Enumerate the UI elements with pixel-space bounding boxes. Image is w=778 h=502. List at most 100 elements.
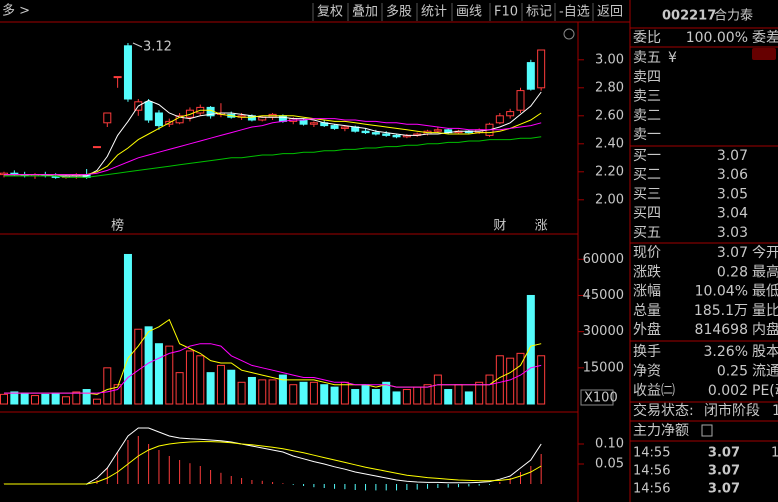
- candle-body: [371, 132, 380, 135]
- tick-price: 3.07: [708, 482, 740, 497]
- toolbar-button[interactable]: 复权: [317, 4, 343, 20]
- quote-label: 买二: [633, 167, 661, 183]
- quote-label: 现价: [633, 245, 661, 261]
- quote-label: 卖一: [633, 127, 661, 143]
- y-tick-label: 15000: [583, 360, 624, 375]
- candle-body: [330, 125, 339, 129]
- event-marker[interactable]: 涨: [535, 219, 548, 234]
- volume-bar: [320, 384, 329, 405]
- toolbar-button[interactable]: 叠加: [352, 5, 378, 20]
- event-marker[interactable]: 榜: [111, 218, 124, 234]
- quote-label: 涨跌: [633, 264, 661, 280]
- y-tick-label: 2.60: [595, 108, 624, 123]
- candle-body: [361, 130, 370, 134]
- tick-time: 14:55: [633, 446, 670, 461]
- volume-bar: [454, 384, 463, 405]
- volume-bar: [433, 374, 442, 405]
- candle-body: [299, 119, 308, 125]
- candle-body: [154, 112, 163, 127]
- flow-icon[interactable]: [701, 424, 713, 437]
- candle-body: [113, 76, 122, 79]
- event-marker[interactable]: 财: [493, 219, 506, 234]
- y-tick-label: 3.00: [595, 52, 624, 67]
- volume-bar: [51, 392, 60, 405]
- quote-label: 买一: [633, 148, 661, 164]
- toolbar-button[interactable]: 返回: [597, 5, 623, 20]
- volume-bar: [92, 398, 101, 405]
- quote-value: 3.05: [717, 186, 748, 202]
- candle-body: [537, 49, 546, 89]
- volume-bar: [299, 381, 308, 405]
- candle-body: [433, 129, 442, 132]
- volume-bar: [175, 372, 184, 405]
- quote-label: 收益㈡: [633, 383, 675, 399]
- toolbar-button[interactable]: 标记: [526, 5, 552, 20]
- quote-label: 外盘: [633, 321, 661, 338]
- volume-bar: [0, 393, 8, 405]
- volume-bar: [475, 381, 484, 405]
- volume-bar: [227, 369, 236, 405]
- volume-bar: [402, 389, 411, 405]
- toolbar-button[interactable]: 画线: [456, 5, 482, 20]
- volume-bar: [154, 343, 163, 405]
- quote-value: 100.00%: [686, 30, 748, 46]
- volume-bar: [444, 389, 453, 405]
- volume-bar: [371, 389, 380, 405]
- y-tick-label: 2.20: [595, 164, 624, 179]
- indicator-line: [4, 109, 542, 176]
- quote-label: 流通: [752, 364, 778, 380]
- volume-bar: [464, 391, 473, 405]
- volume-bar: [495, 355, 504, 405]
- y-tick-label: 0.10: [595, 437, 624, 452]
- volume-bar: [247, 376, 256, 405]
- quote-value: 0.28: [717, 264, 748, 280]
- volume-bar: [196, 355, 205, 405]
- candle-body: [123, 45, 132, 100]
- volume-bar: [134, 328, 143, 405]
- y-tick-label: 2.40: [595, 136, 624, 151]
- quote-value: 814698: [695, 322, 748, 338]
- quote-label: 总量: [633, 303, 661, 319]
- candle-body: [392, 134, 401, 138]
- panel-close-icon[interactable]: [563, 28, 575, 40]
- volume-bar: [392, 391, 401, 405]
- status-label: 交易状态:: [633, 402, 694, 419]
- quote-value: 0.25: [717, 364, 748, 380]
- tick-time: 14:56: [633, 482, 670, 497]
- toolbar-button[interactable]: 多股: [386, 4, 412, 20]
- volume-bar: [113, 384, 122, 405]
- y-tick-label: 2.00: [595, 192, 624, 207]
- quote-label: 量比: [752, 303, 778, 319]
- quote-value: 10.04%: [695, 284, 748, 300]
- indicator-line: [4, 136, 542, 178]
- volume-bar: [61, 396, 70, 405]
- volume-bar: [103, 367, 112, 405]
- quote-label: 卖三: [633, 89, 661, 105]
- y-tick-label: 0.05: [595, 457, 624, 472]
- toolbar-button[interactable]: -自选: [559, 5, 590, 20]
- toolbar-left: 多 >: [2, 3, 30, 19]
- candle-body: [185, 109, 194, 118]
- quote-label: 涨幅: [633, 284, 661, 300]
- quote-value: 3.06: [717, 167, 748, 183]
- quote-label: 净资: [633, 364, 661, 380]
- volume-bar: [330, 386, 339, 405]
- quote-label: 委差: [752, 30, 778, 46]
- quote-label: PE(动: [752, 383, 778, 399]
- toolbar-button[interactable]: F10: [494, 5, 518, 20]
- tick-volume: 1: [771, 446, 778, 461]
- quote-label: 最低: [752, 284, 778, 300]
- volume-bar: [309, 381, 318, 405]
- quote-value: 3.04: [717, 206, 748, 222]
- y-tick-label: 45000: [583, 288, 624, 303]
- volume-bar: [516, 352, 525, 405]
- volume-bar: [123, 253, 132, 405]
- volume-bar: [289, 384, 298, 405]
- candle-body: [144, 101, 153, 121]
- candle-body: [92, 146, 101, 149]
- volume-bar: [237, 381, 246, 405]
- quote-value: 3.26%: [704, 344, 748, 360]
- dropdown[interactable]: [752, 48, 776, 60]
- quote-label: 买五: [633, 225, 661, 241]
- toolbar-button[interactable]: 统计: [421, 5, 447, 20]
